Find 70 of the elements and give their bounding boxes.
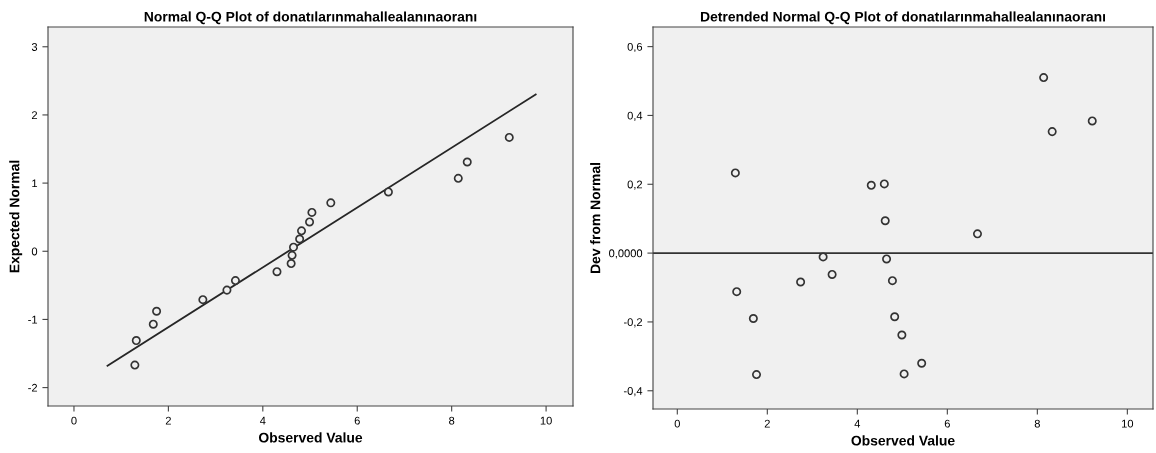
x-tick-label: 0 (674, 419, 680, 428)
x-tick-label: 4 (259, 416, 266, 425)
point (899, 369, 909, 379)
point (152, 306, 162, 316)
point (897, 330, 907, 340)
point (917, 358, 927, 368)
x-axis-title: Observed Value (851, 435, 955, 446)
y-axis-title: Expected Normal (9, 160, 23, 273)
point (882, 254, 892, 264)
y-tick-label: 0,4 (627, 111, 643, 121)
point (1087, 116, 1097, 126)
point (130, 360, 140, 370)
point (222, 285, 232, 295)
chart-title: Detrended Normal Q-Q Plot of donatılarınmahallealanınaoranı (700, 11, 1106, 25)
point (866, 180, 876, 190)
point (504, 132, 514, 142)
x-tick-label: 8 (1034, 419, 1040, 428)
point (295, 234, 305, 244)
point (287, 250, 297, 260)
x-tick-label: 4 (854, 419, 861, 428)
point (748, 313, 758, 323)
x-tick-label: 0 (71, 416, 77, 425)
point (230, 276, 240, 286)
y-tick-label: -2 (28, 383, 38, 392)
x-tick-label: 6 (944, 419, 950, 428)
point (462, 157, 472, 167)
point (890, 312, 900, 322)
chart-title: Normal Q-Q Plot of donatılarınmahallealanınaoranı (144, 11, 477, 25)
x-tick-label: 2 (764, 419, 770, 428)
point (1047, 127, 1057, 137)
y-tick-label: -0,4 (623, 387, 643, 397)
point (307, 207, 317, 217)
x-tick-label: 10 (540, 416, 552, 425)
point (827, 269, 837, 279)
point (752, 370, 762, 380)
y-tick-label: 0,2 (627, 180, 643, 190)
y-tick-label: 1 (32, 179, 38, 188)
point (879, 179, 889, 189)
point (972, 229, 982, 239)
point (297, 226, 307, 236)
y-tick-label: -1 (28, 315, 38, 324)
point (887, 276, 897, 286)
x-tick-label: 2 (165, 416, 171, 425)
point (148, 319, 158, 329)
point (198, 295, 208, 305)
y-tick-label: 3 (31, 43, 38, 51)
point (288, 242, 299, 252)
x-tick-label: 10 (1122, 419, 1134, 428)
y-tick-label: 0,6 (627, 42, 643, 53)
point (383, 187, 393, 197)
point (880, 216, 890, 226)
point (796, 277, 806, 287)
point (326, 198, 336, 208)
y-axis-title: Dev from Normal (590, 163, 601, 274)
y-tick-label: 2 (31, 111, 38, 119)
point (286, 259, 296, 269)
x-axis-title: Observed Value (258, 432, 363, 443)
y-tick-label: 0,0000 (609, 249, 643, 259)
point (732, 287, 742, 297)
point (305, 217, 315, 227)
x-tick-label: 6 (354, 416, 360, 425)
x-tick-label: 8 (449, 416, 455, 425)
y-tick-label: 0 (31, 247, 38, 256)
point (1039, 73, 1049, 83)
point (730, 168, 740, 178)
point (818, 252, 828, 262)
point (453, 173, 463, 183)
point (272, 267, 282, 277)
point (131, 336, 141, 346)
y-tick-label: -0,2 (623, 318, 643, 328)
